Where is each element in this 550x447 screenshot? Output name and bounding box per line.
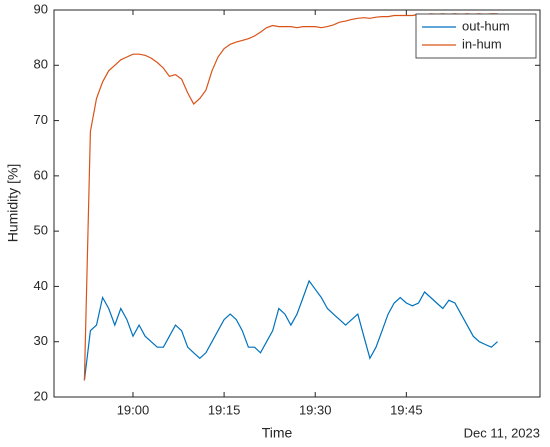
y-tick-label: 80: [34, 57, 48, 72]
x-tick-label: 19:30: [299, 402, 332, 417]
y-tick-label: 40: [34, 278, 48, 293]
y-tick-label: 60: [34, 167, 48, 182]
legend-label: in-hum: [462, 36, 502, 51]
y-tick-label: 30: [34, 333, 48, 348]
x-axis-label: Time: [262, 425, 293, 441]
y-axis-label: Humidity [%]: [5, 164, 21, 243]
y-tick-label: 50: [34, 223, 48, 238]
x-tick-label: 19:00: [117, 402, 150, 417]
x-tick-label: 19:45: [390, 402, 423, 417]
y-tick-label: 70: [34, 112, 48, 127]
plot-area: [53, 9, 541, 398]
y-tick-label: 90: [34, 1, 48, 16]
line-series: [83, 279, 498, 381]
legend-box: [415, 13, 537, 59]
x-tick-label: 19:15: [208, 402, 241, 417]
x-secondary-label: Dec 11, 2023: [464, 425, 540, 440]
legend: out-hum in-hum: [415, 13, 537, 59]
y-tick-label: 20: [34, 388, 48, 403]
legend-label: out-hum: [462, 18, 510, 33]
